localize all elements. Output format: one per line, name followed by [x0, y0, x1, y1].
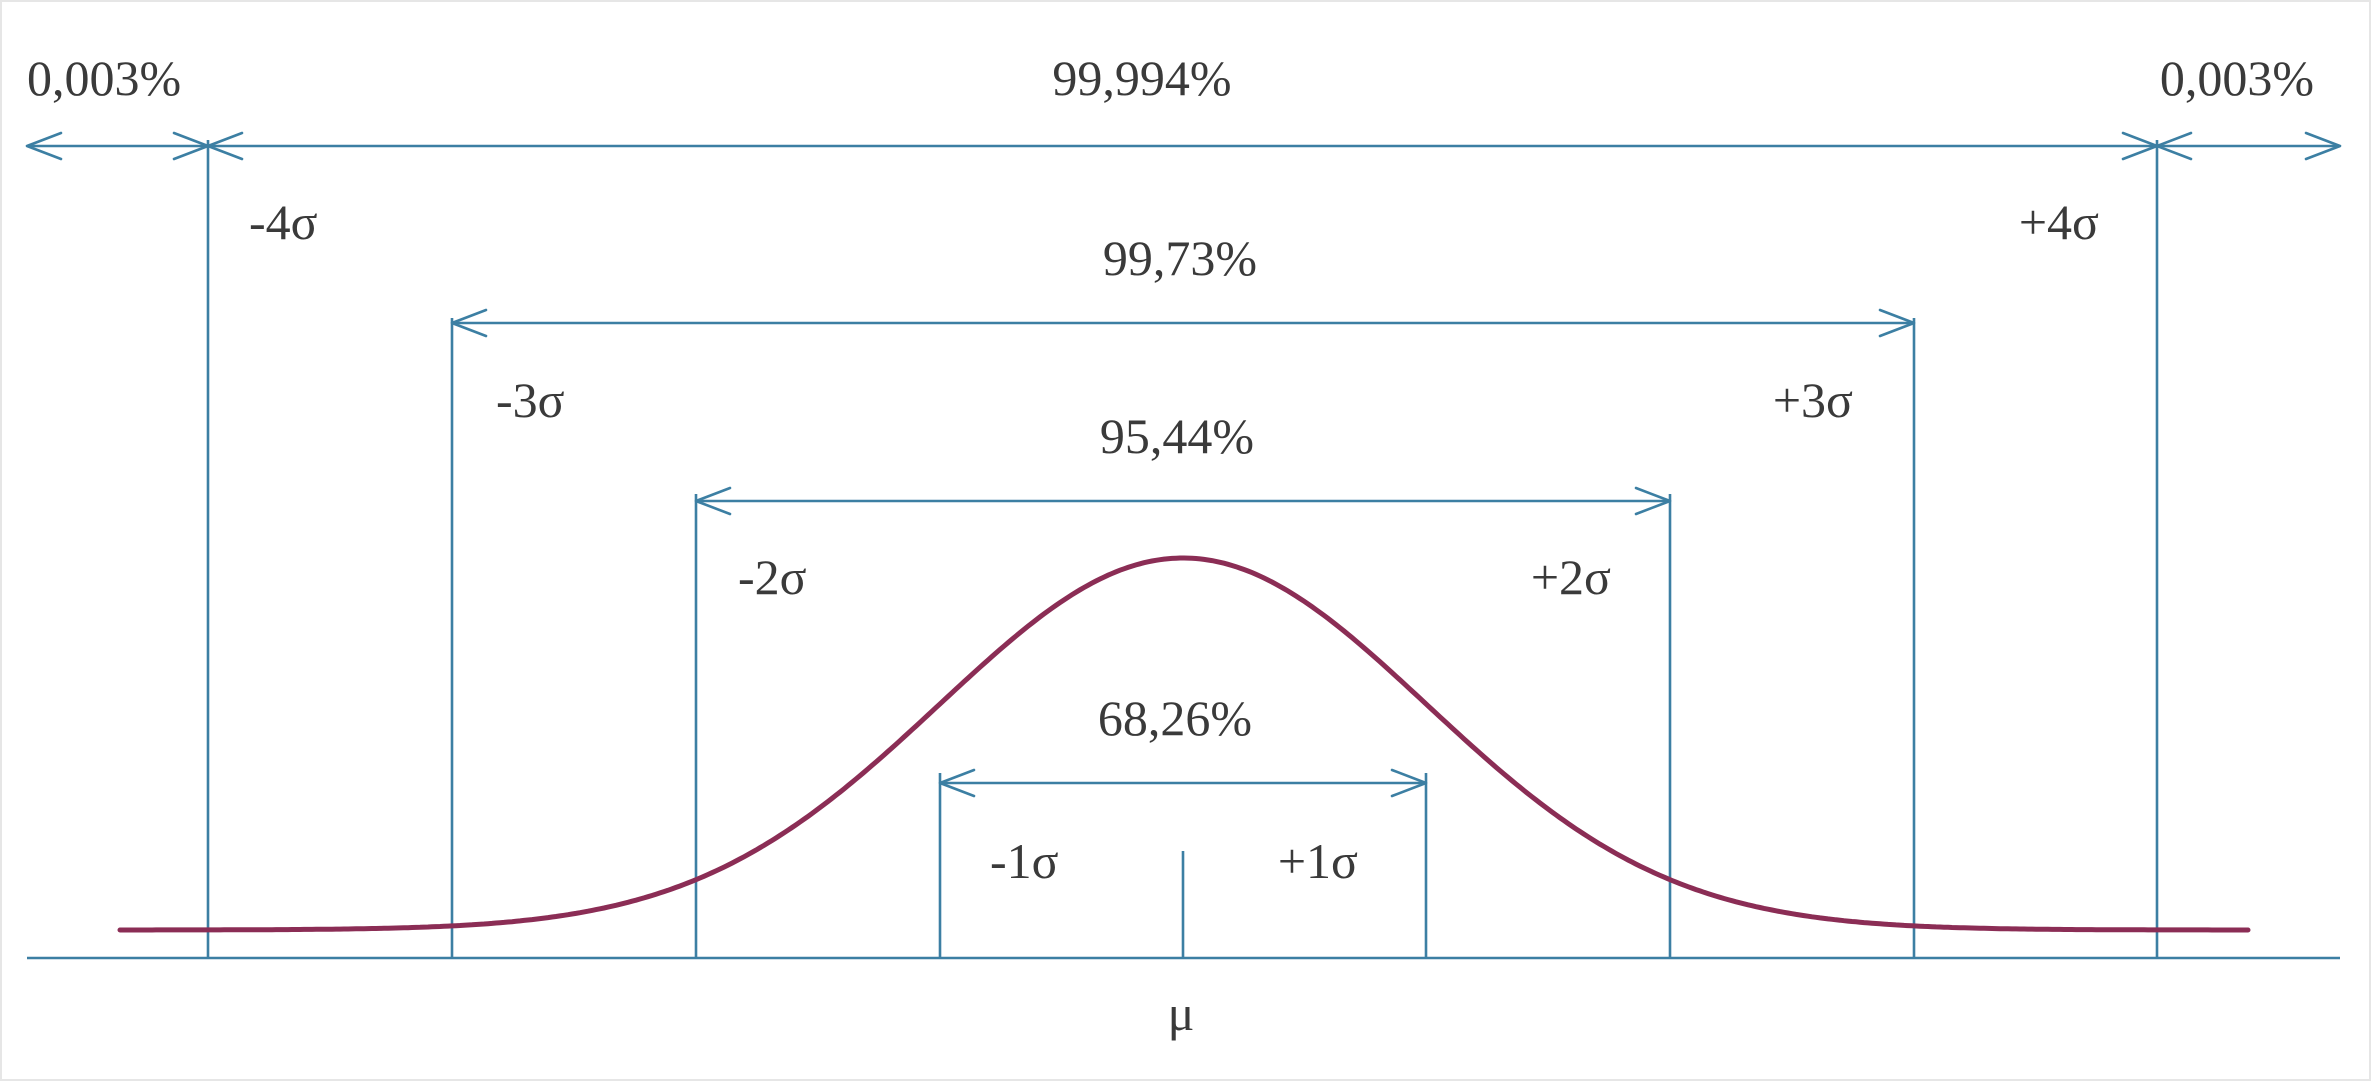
- label-plus-2-sigma: +2σ: [1531, 549, 1611, 605]
- label-tail-right-percent: 0,003%: [2160, 50, 2314, 106]
- label-68-26-percent: 68,26%: [1098, 690, 1252, 746]
- label-mu: μ: [1168, 985, 1195, 1041]
- label-minus-4-sigma: -4σ: [249, 194, 318, 250]
- arrow-1-sigma-head-left: [938, 768, 976, 798]
- arrow-3-sigma-head-left: [450, 308, 488, 338]
- label-tail-left-percent: 0,003%: [27, 50, 181, 106]
- arrow-2-sigma-head-left: [694, 486, 732, 516]
- label-95-44-percent: 95,44%: [1100, 408, 1254, 464]
- bell-curve: [117, 555, 2251, 933]
- label-plus-1-sigma: +1σ: [1278, 833, 1358, 889]
- label-99-73-percent: 99,73%: [1103, 230, 1257, 286]
- label-plus-3-sigma: +3σ: [1773, 372, 1853, 428]
- arrow-tail-right-head-left: [2155, 131, 2193, 161]
- arrow-3-sigma-head-right: [1878, 308, 1916, 338]
- label-plus-4-sigma: +4σ: [2019, 194, 2099, 250]
- arrow-1-sigma-head-right: [1390, 768, 1428, 798]
- arrow-tail-left-head-left: [25, 131, 63, 161]
- label-minus-2-sigma: -2σ: [738, 549, 807, 605]
- label-minus-1-sigma: -1σ: [990, 833, 1059, 889]
- label-99-994-percent: 99,994%: [1052, 50, 1231, 106]
- arrow-2-sigma-head-right: [1634, 486, 1672, 516]
- arrow-tail-right-head-right: [2304, 131, 2342, 161]
- arrow-4-sigma-head-left: [206, 131, 244, 161]
- label-minus-3-sigma: -3σ: [496, 372, 565, 428]
